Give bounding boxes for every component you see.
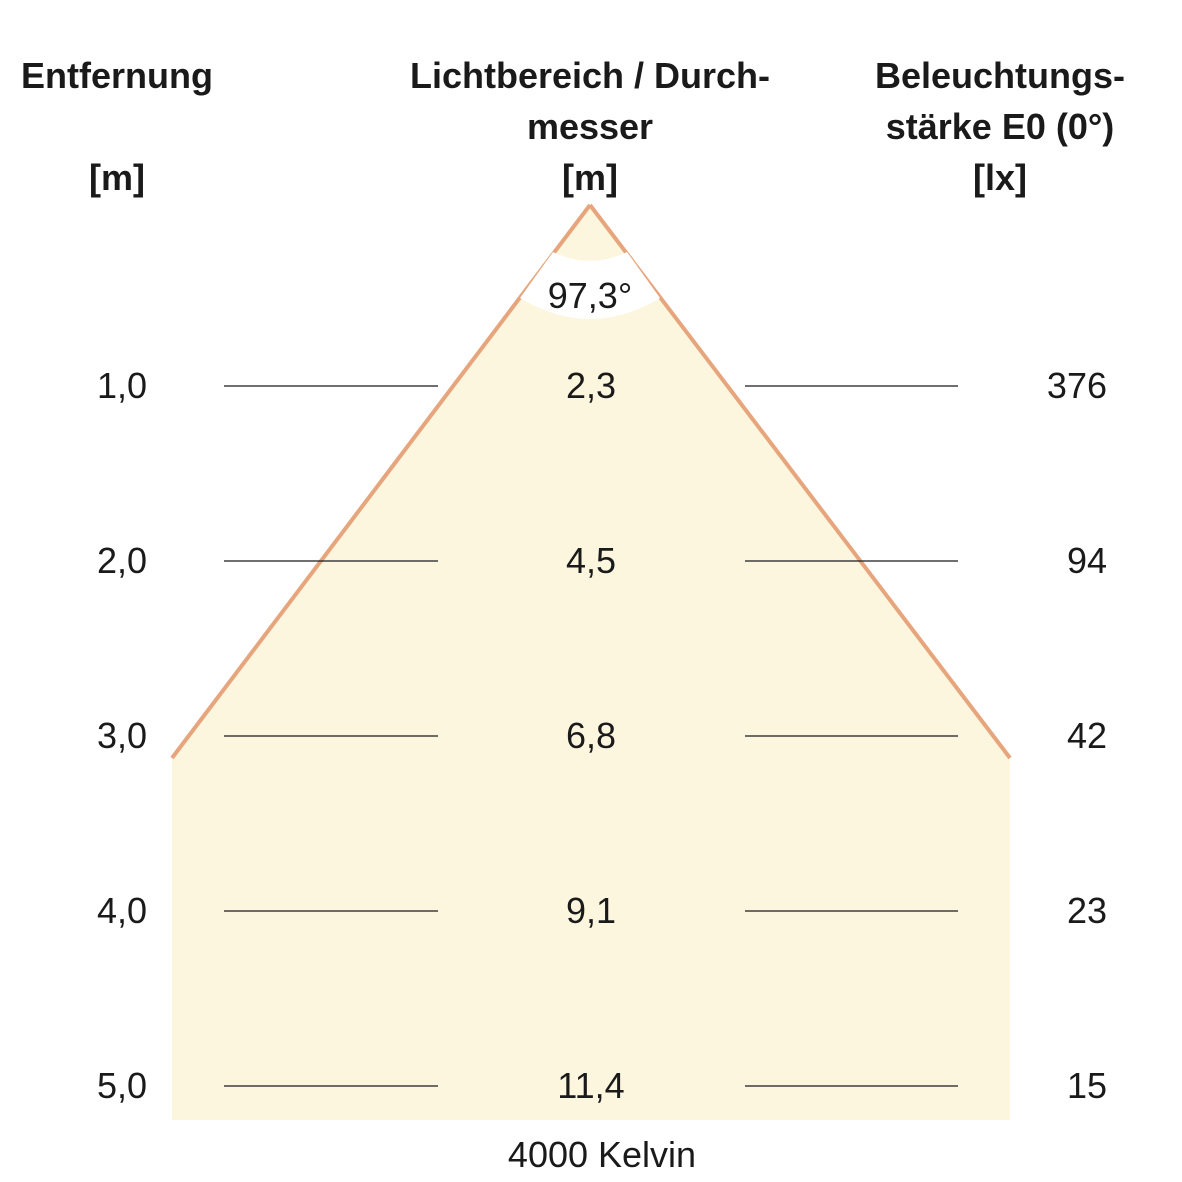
distance-value: 5,0 [97, 1065, 147, 1106]
row-1: 1,0 2,3 376 [97, 365, 1107, 406]
row-4: 4,0 9,1 23 [97, 890, 1107, 931]
row-5: 5,0 11,4 15 [97, 1065, 1107, 1106]
diameter-value: 6,8 [566, 715, 616, 756]
lux-value: 15 [1067, 1065, 1107, 1106]
distance-header-title: Entfernung [21, 55, 213, 96]
distance-header-unit: [m] [89, 157, 145, 198]
beam-cone-fill [172, 205, 1010, 1120]
illuminance-header-unit: [lx] [973, 157, 1027, 198]
illuminance-header: Beleuchtungs- stärke E0 (0°) [lx] [875, 55, 1125, 198]
distance-value: 4,0 [97, 890, 147, 931]
color-temperature-label: 4000 Kelvin [508, 1134, 696, 1175]
diameter-value: 9,1 [566, 890, 616, 931]
lux-value: 94 [1067, 540, 1107, 581]
diameter-header: Lichtbereich / Durch- messer [m] [410, 55, 770, 198]
beam-edge-right [588, 203, 1012, 760]
beam-edge-left [170, 203, 592, 760]
distance-value: 2,0 [97, 540, 147, 581]
diameter-value: 4,5 [566, 540, 616, 581]
diameter-header-unit: [m] [562, 157, 618, 198]
diameter-header-line2: messer [527, 106, 653, 147]
distance-header: Entfernung [m] [21, 55, 213, 198]
illuminance-header-line2: stärke E0 (0°) [886, 106, 1115, 147]
beam-angle-arc [520, 252, 660, 319]
diameter-value: 11,4 [557, 1065, 624, 1106]
illuminance-header-line1: Beleuchtungs- [875, 55, 1125, 96]
distance-value: 1,0 [97, 365, 147, 406]
lux-value: 42 [1067, 715, 1107, 756]
diameter-value: 2,3 [566, 365, 616, 406]
lux-value: 23 [1067, 890, 1107, 931]
lux-value: 376 [1047, 365, 1107, 406]
beam-angle-label: 97,3° [548, 275, 632, 316]
distance-value: 3,0 [97, 715, 147, 756]
row-2: 2,0 4,5 94 [97, 540, 1107, 581]
diameter-header-line1: Lichtbereich / Durch- [410, 55, 770, 96]
row-3: 3,0 6,8 42 [97, 715, 1107, 756]
